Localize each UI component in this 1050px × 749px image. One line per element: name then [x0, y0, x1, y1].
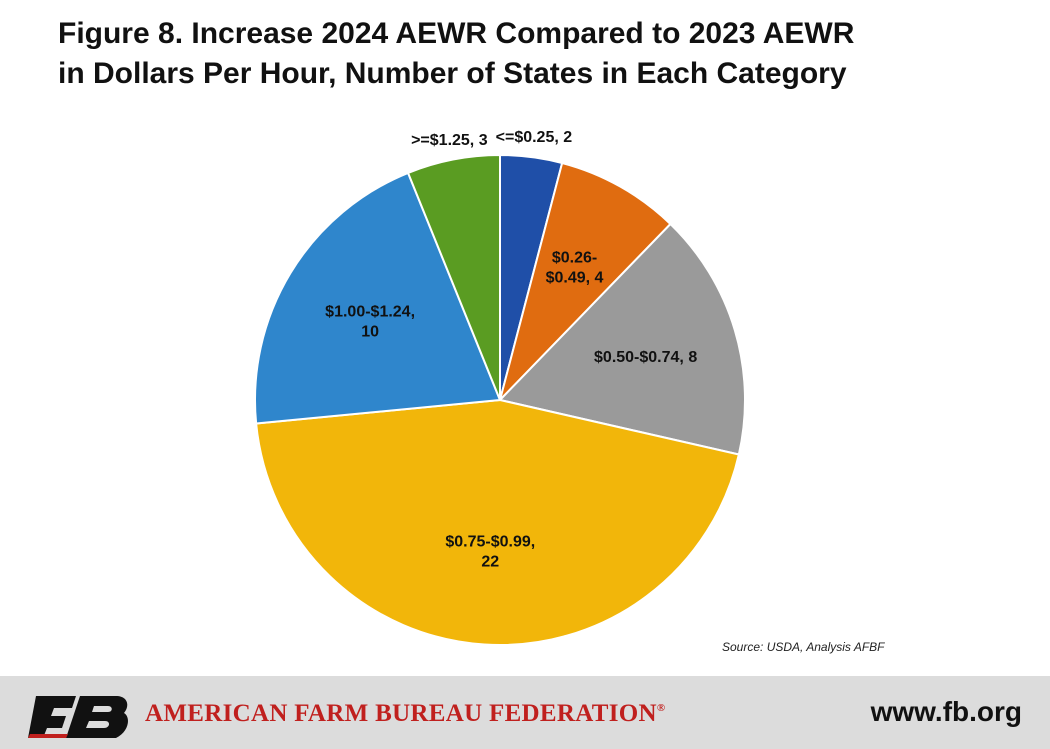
slice-label-line: 10	[361, 323, 379, 340]
registered-mark: ®	[656, 702, 666, 714]
chart-title: Figure 8. Increase 2024 AEWR Compared to…	[58, 14, 1018, 94]
organization-name: AMERICAN FARM BUREAU FEDERATION®	[145, 700, 665, 728]
slice-label-line: $1.00-$1.24,	[325, 303, 415, 320]
pie-slice	[498, 161, 672, 404]
slice-label-line: $0.26-	[552, 250, 597, 267]
slice-label-line: $0.50-$0.74, 8	[594, 349, 697, 366]
source-note: Source: USDA, Analysis AFBF	[722, 640, 885, 654]
slice-label: $0.75-$0.99, 22	[445, 534, 535, 571]
pie-slice	[254, 171, 502, 425]
organization-name-text: AMERICAN FARM BUREAU FEDERATION	[145, 700, 657, 727]
slice-label-line: $0.49, 4	[546, 270, 604, 287]
pie-labels: <=$0.25, 2 $0.26- $0.49, 4 $0.50-$0.74, 8 $0…	[325, 129, 697, 570]
slice-label: <=$0.25, 2	[496, 129, 573, 146]
pie-slices	[254, 153, 746, 646]
chart-title-line-2: in Dollars Per Hour, Number of States in…	[58, 57, 847, 90]
slice-label-line: <=$0.25, 2	[496, 129, 573, 146]
chart-title-line-1: Figure 8. Increase 2024 AEWR Compared to…	[58, 17, 855, 50]
slice-label: >=$1.25, 3	[411, 132, 488, 149]
footer-bar: FB AMERICAN FARM BUREAU FEDERATION® www.…	[0, 676, 1050, 749]
slice-label-line: $0.75-$0.99,	[445, 534, 535, 551]
website-url[interactable]: www.fb.org	[870, 696, 1022, 727]
slice-label: $0.26- $0.49, 4	[546, 250, 604, 287]
slice-label-line: 22	[481, 554, 499, 571]
slice-label-line: >=$1.25, 3	[411, 132, 488, 149]
slice-label: $1.00-$1.24, 10	[325, 303, 415, 340]
slice-label: $0.50-$0.74, 8	[594, 349, 697, 366]
pie-slice	[255, 398, 741, 646]
pie-chart: <=$0.25, 2 $0.26- $0.49, 4 $0.50-$0.74, 8 $0…	[254, 129, 746, 646]
pie-slice	[498, 222, 746, 456]
fb-logo-icon: FB	[28, 696, 128, 738]
pie-slice	[406, 153, 501, 401]
